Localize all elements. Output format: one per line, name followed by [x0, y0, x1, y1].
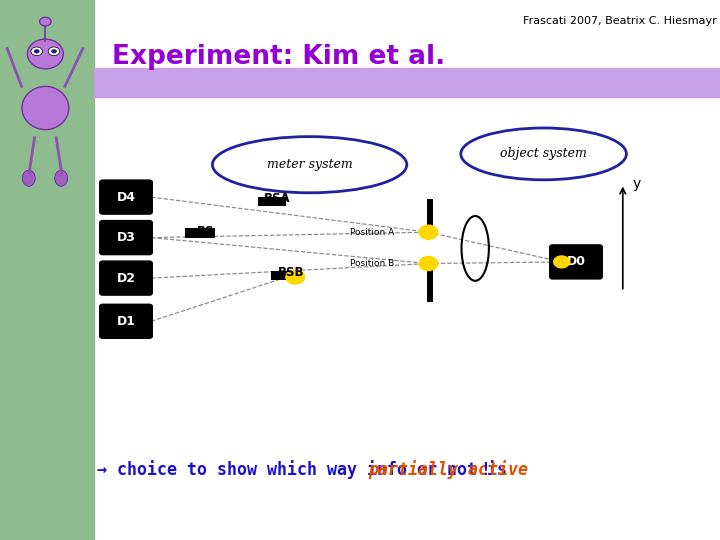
- Circle shape: [40, 17, 51, 26]
- Text: D0: D0: [567, 255, 585, 268]
- Circle shape: [51, 49, 57, 53]
- Circle shape: [419, 225, 438, 239]
- FancyBboxPatch shape: [99, 304, 153, 338]
- FancyBboxPatch shape: [550, 245, 602, 279]
- Text: D4: D4: [117, 191, 135, 204]
- FancyBboxPatch shape: [99, 261, 153, 295]
- Text: D2: D2: [117, 272, 135, 285]
- Text: D1: D1: [117, 315, 135, 328]
- Bar: [0, 0, 94, 540]
- Ellipse shape: [212, 137, 407, 193]
- Text: !: !: [471, 461, 491, 479]
- Ellipse shape: [22, 170, 35, 186]
- Text: Frascati 2007, Beatrix C. Hiesmayr: Frascati 2007, Beatrix C. Hiesmayr: [523, 16, 716, 26]
- Bar: [94, 68, 720, 97]
- Text: BS: BS: [197, 225, 214, 238]
- FancyBboxPatch shape: [99, 220, 153, 254]
- Text: meter system: meter system: [266, 158, 353, 171]
- Circle shape: [286, 270, 305, 284]
- Text: Position B: Position B: [351, 259, 395, 268]
- Ellipse shape: [55, 170, 68, 186]
- Bar: [185, 228, 215, 238]
- Bar: [427, 269, 433, 302]
- Text: partially active: partially active: [368, 460, 528, 480]
- Text: object system: object system: [500, 147, 587, 160]
- Text: BSB: BSB: [279, 266, 305, 279]
- Bar: [427, 199, 433, 227]
- Ellipse shape: [27, 39, 63, 69]
- Bar: [271, 271, 302, 280]
- Text: Experiment: Kim et al.: Experiment: Kim et al.: [112, 44, 445, 70]
- Bar: [258, 197, 286, 206]
- Circle shape: [554, 256, 570, 268]
- Text: BSA: BSA: [264, 192, 290, 205]
- Text: Position A: Position A: [351, 228, 395, 237]
- Ellipse shape: [22, 86, 69, 130]
- Circle shape: [48, 47, 60, 56]
- Text: D3: D3: [117, 231, 135, 244]
- Text: y: y: [632, 177, 640, 191]
- Circle shape: [31, 47, 42, 56]
- Text: → choice to show which way info or not is: → choice to show which way info or not i…: [97, 460, 517, 480]
- FancyBboxPatch shape: [99, 180, 153, 214]
- Circle shape: [419, 256, 438, 271]
- Circle shape: [34, 49, 40, 53]
- Ellipse shape: [461, 128, 626, 180]
